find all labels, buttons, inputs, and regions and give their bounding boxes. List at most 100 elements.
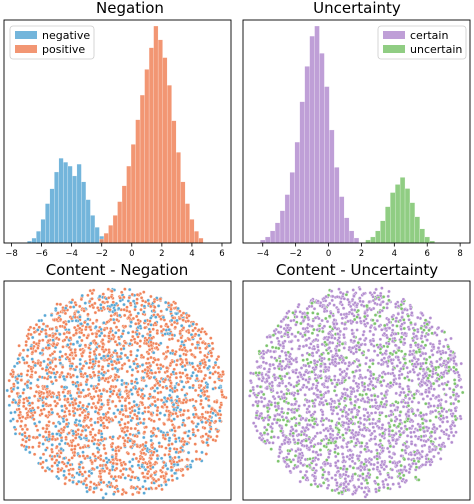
- scatter-point-negative: [128, 342, 132, 346]
- scatter-point-positive: [188, 436, 192, 441]
- scatter-point-negative: [11, 398, 16, 402]
- scatter-point-positive: [98, 454, 103, 458]
- scatter-point-negative: [143, 444, 148, 448]
- scatter-point-positive: [49, 371, 54, 375]
- scatter-point-positive: [58, 375, 62, 379]
- scatter-point-certain: [334, 393, 339, 397]
- histogram-bar-certain: [353, 237, 360, 244]
- scatter-point-certain: [313, 398, 318, 402]
- scatter-point-negative: [180, 340, 184, 344]
- scatter-point-uncertain: [305, 311, 310, 315]
- scatter-point-negative: [163, 463, 168, 468]
- histogram-bar-certain: [270, 230, 276, 244]
- scatter-point-certain: [425, 394, 430, 398]
- scatter-point-negative: [50, 410, 55, 415]
- scatter-point-negative: [156, 426, 160, 431]
- scatter-point-positive: [199, 383, 203, 388]
- scatter-point-certain: [371, 467, 376, 471]
- scatter-point-certain: [280, 367, 284, 372]
- scatter-point-negative: [48, 375, 53, 379]
- scatter-point-uncertain: [398, 410, 403, 414]
- scatter-point-positive: [68, 305, 73, 309]
- scatter-point-positive: [99, 394, 103, 399]
- scatter-point-certain: [333, 385, 337, 389]
- scatter-point-negative: [213, 360, 218, 365]
- scatter-point-certain: [389, 333, 394, 338]
- scatter-point-positive: [121, 412, 125, 417]
- scatter-point-positive: [161, 351, 166, 356]
- scatter-point-negative: [174, 450, 178, 454]
- scatter-point-negative: [78, 344, 82, 348]
- scatter-point-certain: [377, 419, 382, 424]
- scatter-point-positive: [178, 450, 183, 454]
- scatter-point-positive: [121, 467, 126, 471]
- scatter-point-certain: [421, 361, 425, 366]
- scatter-point-certain: [341, 486, 346, 491]
- scatter-point-positive: [97, 443, 101, 447]
- scatter-point-certain: [302, 373, 306, 377]
- panel-title: Uncertainty: [313, 0, 401, 17]
- scatter-point-certain: [397, 384, 402, 389]
- scatter-point-positive: [165, 369, 170, 374]
- scatter-point-uncertain: [453, 381, 457, 386]
- scatter-point-positive: [9, 372, 13, 376]
- scatter-point-negative: [187, 324, 192, 328]
- scatter-point-positive: [158, 297, 163, 301]
- scatter-point-uncertain: [424, 357, 429, 362]
- scatter-point-negative: [170, 428, 174, 432]
- scatter-point-positive: [51, 333, 56, 338]
- scatter-point-uncertain: [423, 343, 428, 348]
- scatter-point-positive: [45, 324, 50, 328]
- scatter-point-positive: [40, 367, 45, 371]
- scatter-point-positive: [193, 388, 198, 393]
- scatter-point-negative: [62, 377, 67, 381]
- scatter-point-certain: [347, 376, 351, 380]
- scatter-point-positive: [101, 341, 105, 346]
- scatter-point-certain: [272, 329, 277, 333]
- scatter-point-certain: [348, 464, 352, 468]
- scatter-point-negative: [132, 361, 136, 366]
- scatter-point-certain: [368, 369, 373, 374]
- scatter-point-positive: [101, 388, 106, 393]
- scatter-point-certain: [441, 416, 446, 420]
- scatter-point-certain: [450, 440, 454, 445]
- scatter-point-negative: [186, 434, 190, 438]
- scatter-point-positive: [79, 433, 83, 437]
- scatter-point-certain: [368, 325, 373, 330]
- scatter-point-negative: [129, 320, 133, 324]
- scatter-point-certain: [404, 444, 408, 449]
- scatter-point-negative: [94, 356, 98, 361]
- scatter-point-positive: [149, 412, 154, 416]
- scatter-point-positive: [86, 425, 91, 430]
- x-tick-label: −4: [65, 249, 78, 259]
- histogram-bar-negative: [76, 163, 82, 244]
- scatter-point-certain: [432, 454, 436, 459]
- scatter-point-positive: [194, 449, 199, 454]
- scatter-point-positive: [196, 369, 201, 374]
- scatter-point-negative: [141, 485, 145, 489]
- scatter-point-negative: [66, 343, 70, 347]
- scatter-point-positive: [55, 302, 59, 306]
- scatter-point-negative: [13, 400, 18, 405]
- scatter-point-certain: [444, 399, 448, 404]
- scatter-point-positive: [112, 359, 117, 364]
- scatter-point-positive: [101, 480, 106, 485]
- scatter-point-positive: [24, 439, 28, 444]
- scatter-point-certain: [340, 316, 345, 321]
- scatter-point-positive: [127, 358, 131, 363]
- scatter-point-uncertain: [375, 475, 379, 480]
- scatter-point-positive: [129, 353, 133, 357]
- scatter-point-negative: [13, 432, 18, 436]
- scatter-point-negative: [74, 418, 79, 422]
- scatter-point-negative: [55, 328, 59, 333]
- scatter-point-certain: [267, 399, 272, 404]
- scatter-point-negative: [17, 374, 21, 378]
- scatter-point-positive: [145, 371, 149, 376]
- scatter-point-positive: [23, 434, 27, 439]
- scatter-point-positive: [116, 489, 120, 494]
- scatter-point-positive: [124, 388, 129, 393]
- histogram-bar-positive: [135, 119, 141, 244]
- scatter-point-positive: [123, 438, 127, 443]
- scatter-point-positive: [97, 329, 101, 333]
- scatter-point-positive: [65, 418, 69, 422]
